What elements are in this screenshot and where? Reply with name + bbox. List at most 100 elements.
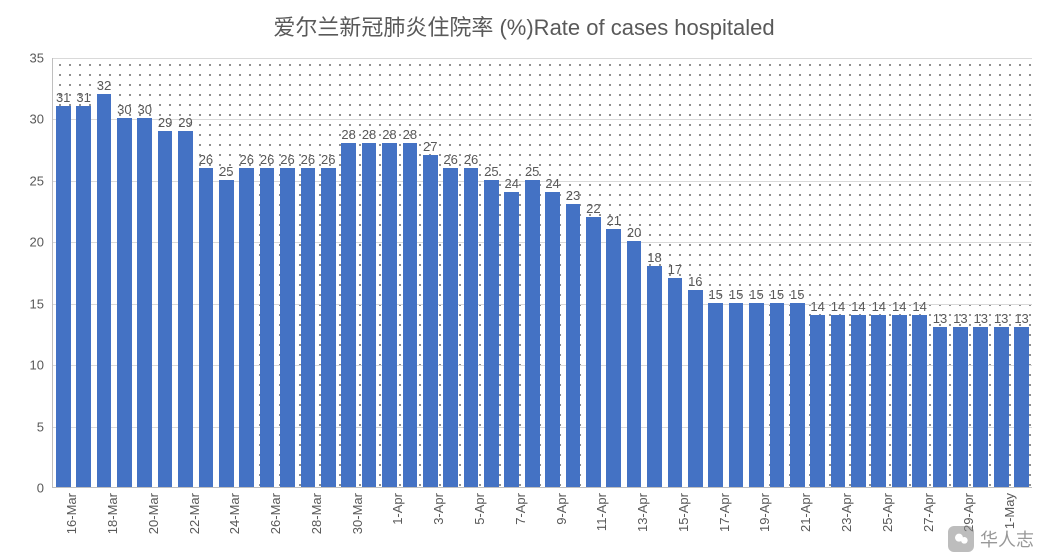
- bar-value-label: 23: [566, 189, 580, 202]
- bar: [810, 315, 825, 487]
- bar-slot: 23: [563, 58, 583, 487]
- bar-slot: 3116-Mar: [53, 58, 73, 487]
- bar-slot: 16: [685, 58, 705, 487]
- bar-slot: 25: [522, 58, 542, 487]
- bar-slot: 26: [318, 58, 338, 487]
- x-tick-label: 26-Mar: [268, 493, 283, 534]
- bar-slot: 18: [644, 58, 664, 487]
- x-tick-label: 1-Apr: [390, 493, 405, 525]
- x-tick-label: 17-Apr: [717, 493, 732, 532]
- y-tick-label: 10: [0, 358, 44, 373]
- bar-value-label: 30: [138, 103, 152, 116]
- bar: [647, 266, 662, 487]
- bar-value-label: 21: [607, 214, 621, 227]
- y-tick-label: 0: [0, 481, 44, 496]
- bar: [443, 168, 458, 487]
- x-tick-label: 22-Mar: [187, 493, 202, 534]
- bar-value-label: 26: [239, 153, 253, 166]
- bar-slot: 14: [889, 58, 909, 487]
- bar: [158, 131, 173, 487]
- y-tick-label: 20: [0, 235, 44, 250]
- bar: [729, 303, 744, 487]
- bar-value-label: 14: [872, 300, 886, 313]
- bar-slot: 2211-Apr: [583, 58, 603, 487]
- bar-slot: 247-Apr: [502, 58, 522, 487]
- bar-slot: 3218-Mar: [94, 58, 114, 487]
- bar: [504, 192, 519, 487]
- bar-value-label: 14: [892, 300, 906, 313]
- x-tick-label: 7-Apr: [513, 493, 528, 525]
- bar-slot: 1423-Apr: [828, 58, 848, 487]
- bar-value-label: 14: [810, 300, 824, 313]
- bar-value-label: 26: [301, 153, 315, 166]
- bar-value-label: 18: [647, 251, 661, 264]
- bar-slot: 29: [155, 58, 175, 487]
- bar-value-label: 13: [974, 312, 988, 325]
- bar: [219, 180, 234, 487]
- x-tick-label: 9-Apr: [554, 493, 569, 525]
- watermark-text: 华人志: [980, 526, 1034, 552]
- bar-value-label: 26: [321, 153, 335, 166]
- bar-value-label: 25: [219, 165, 233, 178]
- bar-value-label: 15: [708, 288, 722, 301]
- bar: [199, 168, 214, 487]
- x-tick-label: 24-Mar: [227, 493, 242, 534]
- bar-value-label: 26: [199, 153, 213, 166]
- bar: [627, 241, 642, 487]
- bar-value-label: 17: [668, 263, 682, 276]
- x-tick-label: 25-Apr: [880, 493, 895, 532]
- y-tick-label: 35: [0, 51, 44, 66]
- bar: [178, 131, 193, 487]
- wechat-icon: [948, 526, 974, 552]
- bar: [566, 204, 581, 487]
- bar-slot: 3020-Mar: [135, 58, 155, 487]
- bar: [994, 327, 1009, 487]
- bar-value-label: 28: [341, 128, 355, 141]
- bar-value-label: 13: [994, 312, 1008, 325]
- bar-value-label: 25: [484, 165, 498, 178]
- bar: [301, 168, 316, 487]
- plot-area: 3116-Mar313218-Mar303020-Mar292922-Mar26…: [52, 58, 1032, 488]
- bar-slot: 1715-Apr: [665, 58, 685, 487]
- bar-slot: 26: [440, 58, 460, 487]
- bar: [586, 217, 601, 487]
- bar: [403, 143, 418, 487]
- x-tick-label: 13-Apr: [635, 493, 650, 532]
- x-tick-label: 3-Apr: [431, 493, 446, 525]
- bar: [912, 315, 927, 487]
- bar: [606, 229, 621, 487]
- bar: [341, 143, 356, 487]
- bar: [933, 327, 948, 487]
- bar-value-label: 26: [443, 153, 457, 166]
- bar-slot: 265-Apr: [461, 58, 481, 487]
- bar-slot: 14: [807, 58, 827, 487]
- bar: [239, 168, 254, 487]
- bar-value-label: 14: [851, 300, 865, 313]
- bar-slot: 1427-Apr: [909, 58, 929, 487]
- bar-value-label: 26: [260, 153, 274, 166]
- bar-slot: 2013-Apr: [624, 58, 644, 487]
- bar-slot: 15: [767, 58, 787, 487]
- bar-value-label: 31: [56, 91, 70, 104]
- bar-value-label: 13: [953, 312, 967, 325]
- chart-container: 爱尔兰新冠肺炎住院率 (%)Rate of cases hospitaled 3…: [0, 0, 1048, 560]
- bar: [770, 303, 785, 487]
- bar-value-label: 15: [749, 288, 763, 301]
- x-tick-label: 1-May: [1002, 493, 1017, 529]
- x-tick-label: 23-Apr: [839, 493, 854, 532]
- bar: [423, 155, 438, 487]
- bar-value-label: 24: [505, 177, 519, 190]
- bar-slot: 31: [73, 58, 93, 487]
- bar-slot: 26: [237, 58, 257, 487]
- x-tick-label: 27-Apr: [921, 493, 936, 532]
- bar-slot: 26: [196, 58, 216, 487]
- bar-slot: 281-Apr: [379, 58, 399, 487]
- bar-value-label: 14: [831, 300, 845, 313]
- bar: [1014, 327, 1029, 487]
- bar-value-label: 29: [178, 116, 192, 129]
- x-tick-label: 15-Apr: [676, 493, 691, 532]
- bar: [871, 315, 886, 487]
- bar-value-label: 26: [280, 153, 294, 166]
- bar-value-label: 15: [770, 288, 784, 301]
- x-tick-label: 16-Mar: [64, 493, 79, 534]
